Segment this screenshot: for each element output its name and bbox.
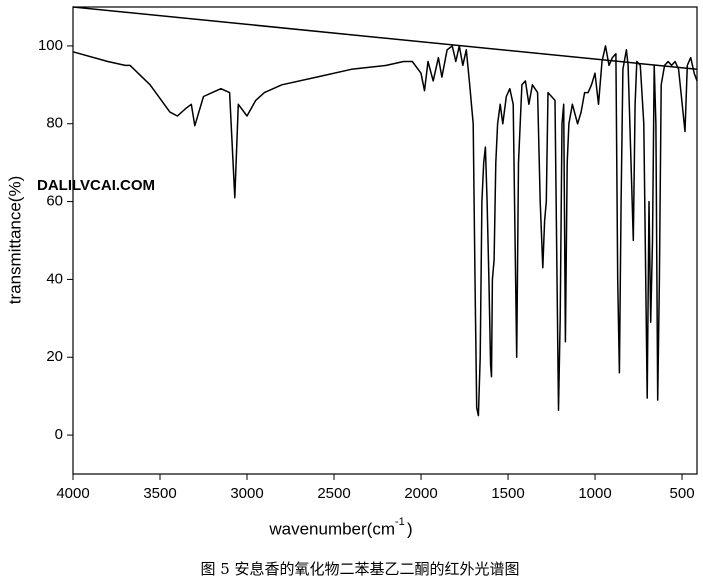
x-axis-label-end: )	[407, 519, 413, 538]
y-tick-label: 0	[55, 426, 63, 443]
x-tick-label: 500	[670, 485, 695, 502]
plot-frame	[72, 6, 698, 475]
y-tick-label: 80	[46, 115, 63, 132]
x-tick-label: 2500	[317, 485, 350, 502]
x-tick-label: 1000	[578, 485, 611, 502]
watermark: DALILVCAI	[37, 177, 116, 194]
x-tick-label: 3500	[143, 485, 176, 502]
x-tick-label: 3000	[230, 485, 263, 502]
x-tick-label: 2000	[404, 485, 437, 502]
caption: 图 5 安息香的氧化物二苯基乙二酮的红外光谱图	[200, 560, 519, 578]
y-axis-label: transmittance(%)	[5, 176, 24, 304]
y-tick-label: 100	[38, 37, 63, 54]
spectrum-line	[72, 45, 698, 417]
reference-line	[72, 6, 698, 71]
x-axis-label: wavenumber(cm	[268, 519, 395, 538]
x-axis-label-superscript: -1	[395, 516, 405, 528]
x-tick-label: 4000	[56, 485, 89, 502]
y-tick-label: 40	[46, 270, 63, 287]
watermark: .COM	[116, 177, 155, 194]
y-tick-label: 20	[46, 348, 63, 365]
y-tick-label: 60	[46, 193, 63, 210]
x-tick-label: 1500	[491, 485, 524, 502]
